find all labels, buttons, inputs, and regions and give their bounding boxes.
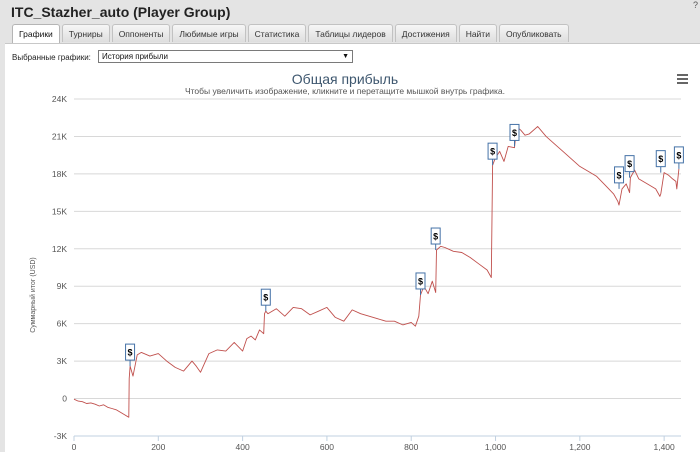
y-tick-label: 12K [52,244,67,254]
grid-lines [74,98,681,437]
y-tick-label: 0 [62,394,67,404]
tab-statistics[interactable]: Статистика [247,24,307,42]
tab-find[interactable]: Найти [458,24,497,42]
flag-box [415,272,426,290]
hamburger-menu-icon[interactable] [677,74,688,84]
tab-achievements[interactable]: Достижения [394,24,457,42]
x-tick-label: 600 [320,442,334,452]
charts-panel: Выбранные графики: История прибыли ▼ Общ… [5,43,700,453]
flag-box [614,166,625,184]
flag-layer: $ $ $ $ $ $ $ $ $ $ [125,123,684,367]
y-tick-label: 6K [57,319,68,329]
tab-tournaments[interactable]: Турниры [61,24,110,42]
tab-leaderboards[interactable]: Таблицы лидеров [308,24,393,42]
flag-box [673,146,684,164]
flag-label: $ [263,293,268,303]
payout-flag[interactable]: $ [260,288,271,312]
flag-box [260,288,271,306]
x-tick-label: 800 [404,442,418,452]
flag-label: $ [128,348,133,358]
tab-favorite-games[interactable]: Любимые игры [172,24,246,42]
payout-flag[interactable]: $ [624,155,635,178]
payout-flag[interactable]: $ [430,227,441,251]
y-tick-label: 24K [52,94,67,104]
payout-flag[interactable]: $ [487,142,498,166]
payout-flag[interactable]: $ [673,146,684,169]
y-tick-label: 15K [52,206,67,216]
y-axis-title: Суммарный итог (USD) [29,257,37,333]
chart-svg[interactable]: Общая прибыль Чтобы увеличить изображени… [19,70,691,453]
flag-label: $ [676,150,681,160]
flag-label: $ [418,276,423,286]
x-axis-labels: 0 200 400 600 800 1,000 1,200 1,400 [72,435,681,452]
series-layer [73,126,680,418]
tab-charts[interactable]: Графики [12,24,60,44]
profit-chart[interactable]: Общая прибыль Чтобы увеличить изображени… [19,70,691,453]
flag-label: $ [490,147,495,157]
tab-bar: Графики Турниры Оппоненты Любимые игры С… [12,24,569,44]
flag-box [487,142,498,160]
series-line [73,126,680,418]
selected-charts-label: Выбранные графики: [12,53,91,62]
flag-label: $ [433,232,438,242]
flag-box [509,123,520,141]
chart-subtitle: Чтобы увеличить изображение, кликните и … [185,86,505,96]
flag-box [125,343,136,361]
flag-label: $ [512,128,517,138]
y-axis-labels: -3K 0 3K 6K 9K 12K 15K 18K 21K 24K [52,94,67,441]
x-tick-label: 0 [72,442,77,452]
y-tick-label: 9K [57,281,68,291]
flag-box [655,150,666,168]
x-tick-label: 200 [151,442,165,452]
chart-title: Общая прибыль [292,71,398,87]
y-tick-label: 3K [57,356,68,366]
y-tick-label: -3K [54,431,68,441]
y-tick-label: 18K [52,169,67,179]
tab-publish[interactable]: Опубликовать [498,24,569,42]
payout-flag[interactable]: $ [509,123,520,147]
x-tick-label: 1,000 [485,442,507,452]
chart-select[interactable]: История прибыли ▼ [98,50,353,63]
y-tick-label: 21K [52,131,67,141]
payout-flag[interactable]: $ [614,166,625,189]
payout-flag[interactable]: $ [655,150,666,173]
flag-label: $ [617,170,622,180]
tab-opponents[interactable]: Оппоненты [111,24,171,42]
payout-flag[interactable]: $ [125,343,136,367]
window-title: ITC_Stazher_auto (Player Group) [11,4,231,20]
dropdown-arrow-icon: ▼ [342,53,349,60]
flag-box [624,155,635,173]
flag-label: $ [627,159,632,169]
x-tick-label: 1,200 [569,442,591,452]
flag-box [430,227,441,245]
help-mark[interactable]: ? [692,0,698,10]
flag-label: $ [658,154,663,164]
payout-flag[interactable]: $ [415,272,426,295]
chart-select-value: История прибыли [102,52,168,61]
x-tick-label: 1,400 [653,442,675,452]
x-tick-label: 400 [236,442,250,452]
